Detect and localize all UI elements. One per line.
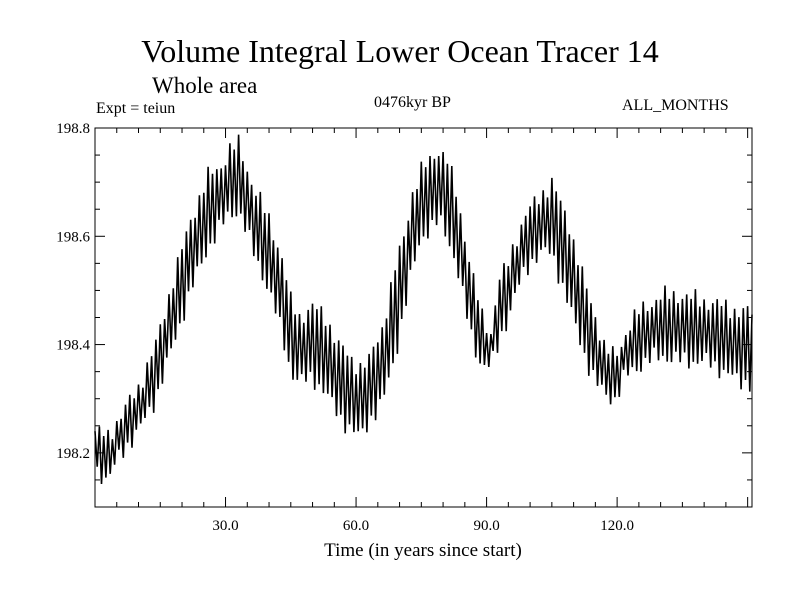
series-line bbox=[94, 134, 753, 485]
chart-subtitle: Whole area bbox=[152, 73, 258, 98]
x-tick-label: 60.0 bbox=[343, 518, 369, 534]
x-tick-label: 90.0 bbox=[473, 518, 499, 534]
x-tick-label: 120.0 bbox=[600, 518, 634, 534]
y-tick-label: 198.2 bbox=[56, 446, 90, 462]
x-axis-label: Time (in years since start) bbox=[324, 540, 522, 561]
x-axis: 30.0 60.0 90.0 120.0 bbox=[116, 128, 749, 534]
plot-frame bbox=[94, 127, 753, 508]
y-tick-label: 198.4 bbox=[56, 338, 90, 354]
period-label: 0476kyr BP bbox=[374, 94, 451, 111]
chart-title: Volume Integral Lower Ocean Tracer 14 bbox=[141, 33, 659, 69]
experiment-label: Expt = teiun bbox=[96, 100, 176, 117]
y-tick-label: 198.8 bbox=[56, 121, 90, 137]
x-tick-label: 30.0 bbox=[212, 518, 238, 534]
series-layer bbox=[94, 134, 753, 485]
y-tick-label: 198.6 bbox=[56, 229, 90, 245]
months-label: ALL_MONTHS bbox=[622, 97, 729, 114]
y-axis: 198.2 198.4 198.6 198.8 bbox=[56, 121, 752, 508]
